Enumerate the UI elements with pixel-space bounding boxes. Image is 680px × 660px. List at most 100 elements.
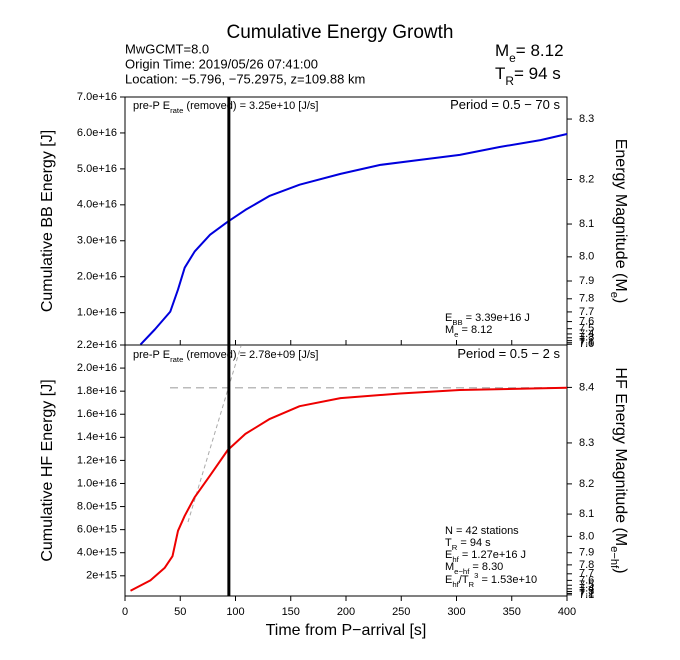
text-part: = 8.12	[516, 41, 564, 60]
y2-tick-label: 7.6	[579, 574, 594, 586]
annotation: TR = 94 s	[445, 537, 491, 552]
text-part: e−hf	[608, 546, 620, 569]
y-tick-label: 8.0e+15	[77, 500, 117, 512]
text-part: = 1.53e+10	[478, 574, 537, 586]
annotation: Me−hf = 8.30	[445, 561, 503, 576]
y2-tick-label: 7.1	[579, 589, 594, 601]
y-tick-label: 1.0e+16	[77, 307, 117, 319]
magnitude-label: Me= 8.12	[495, 41, 564, 65]
y2-tick-label: 7.1	[579, 337, 594, 349]
annotation: Period = 0.5 − 2 s	[457, 346, 560, 361]
info-line: Location: −5.796, −75.2975, z=109.88 km	[125, 71, 365, 86]
x-tick-label: 150	[282, 606, 300, 618]
text-part: Period = 0.5 − 2 s	[457, 346, 560, 361]
y2-tick-label: 7.8	[579, 293, 594, 305]
annotation: Ehf = 1.27e+16 J	[445, 549, 526, 564]
y2-tick-label: 8.3	[579, 113, 594, 125]
text-part: pre-P E	[133, 349, 170, 361]
text-part: Cumulative HF Energy [J]	[39, 379, 56, 561]
text-part: T	[445, 537, 452, 549]
y2-tick-label: 8.1	[579, 218, 594, 230]
text-part: M	[495, 41, 509, 60]
y-tick-label: 1.0e+16	[77, 477, 117, 489]
text-part: R	[469, 580, 475, 589]
y2-axis-label: HF Energy Magnitude (Me−hf)	[608, 367, 629, 573]
text-part: E	[445, 312, 452, 324]
x-tick-label: 400	[558, 606, 576, 618]
y2-tick-label: 8.0	[579, 530, 594, 542]
y2-tick-label: 7.7	[579, 306, 594, 318]
text-part: e	[454, 330, 458, 339]
text-part: )	[612, 568, 629, 573]
text-part: (removed) = 2.78e+09 [J/s]	[183, 349, 318, 361]
text-part: Cumulative BB Energy [J]	[39, 130, 56, 312]
chart-title: Cumulative Energy Growth	[226, 22, 453, 43]
y2-tick-label: 8.3	[579, 437, 594, 449]
text-part: e	[608, 292, 620, 298]
x-tick-label: 350	[503, 606, 521, 618]
text-part: R	[452, 543, 458, 552]
y2-tick-label: 7.4	[579, 328, 594, 340]
y-tick-label: 2.2e+16	[77, 339, 117, 351]
text-part: = 1.27e+16 J	[459, 549, 526, 561]
y-tick-label: 1.2e+16	[77, 454, 117, 466]
y2-tick-label: 8.0	[579, 251, 594, 263]
text-part: M	[445, 324, 454, 336]
y2-tick-label: 7.2	[579, 335, 594, 347]
y-tick-label: 7.0e+16	[77, 91, 117, 103]
y-axis-label: Cumulative BB Energy [J]	[39, 130, 56, 312]
data-line	[139, 133, 568, 346]
annotation: N = 42 stations	[445, 525, 519, 537]
duration-label: TR= 94 s	[495, 64, 561, 88]
x-tick-label: 0	[122, 606, 128, 618]
text-part: e	[509, 51, 516, 65]
y2-tick-label: 7.5	[579, 323, 594, 335]
y-tick-label: 1.6e+16	[77, 408, 117, 420]
y2-tick-label: 7.3	[579, 585, 594, 597]
y2-tick-label: 7.0	[579, 338, 594, 350]
data-line	[130, 386, 568, 592]
text-part: HF Energy Magnitude (M	[612, 367, 629, 546]
text-part: Energy Magnitude (M	[612, 139, 629, 292]
text-part: E	[445, 549, 452, 561]
y2-tick-label: 7.3	[579, 332, 594, 344]
text-part: E	[445, 574, 452, 586]
text-part: pre-P E	[133, 100, 170, 112]
annotation: Period = 0.5 − 70 s	[450, 97, 560, 112]
y2-tick-label: 8.2	[579, 173, 594, 185]
x-tick-label: 250	[392, 606, 410, 618]
y2-tick-label: 8.2	[579, 478, 594, 490]
annotation: pre-P Erate (removed) = 3.25e+10 [J/s]	[133, 100, 318, 115]
y-tick-label: 5.0e+16	[77, 163, 117, 175]
y2-axis-label: Energy Magnitude (Me)	[608, 139, 629, 304]
text-part: N = 42 stations	[445, 525, 519, 537]
text-part: /T	[459, 574, 469, 586]
x-tick-label: 50	[174, 606, 186, 618]
y2-tick-label: 7.2	[579, 587, 594, 599]
text-part: )	[612, 298, 629, 303]
info-line: MwGCMT=8.0	[125, 41, 209, 56]
text-part: = 94 s	[457, 537, 491, 549]
text-part: (removed) = 3.25e+10 [J/s]	[183, 100, 318, 112]
annotation: Ehf/TR3 = 1.53e+10	[445, 571, 537, 589]
text-part: rate	[170, 355, 183, 364]
y2-tick-label: 7.5	[579, 579, 594, 591]
y-tick-label: 2.0e+16	[77, 362, 117, 374]
y2-tick-label: 7.9	[579, 275, 594, 287]
y-tick-label: 6.0e+16	[77, 127, 117, 139]
text-part: BB	[452, 318, 462, 327]
text-part: hf	[452, 555, 459, 564]
text-part: = 94 s	[514, 64, 561, 83]
y2-tick-label: 8.1	[579, 508, 594, 520]
x-tick-label: 300	[447, 606, 465, 618]
info-line: Origin Time: 2019/05/26 07:41:00	[125, 56, 318, 71]
y-tick-label: 3.0e+16	[77, 235, 117, 247]
y-tick-label: 2e+15	[86, 570, 117, 582]
x-tick-label: 100	[226, 606, 244, 618]
y-tick-label: 4.0e+15	[77, 547, 117, 559]
y2-tick-label: 7.4	[579, 583, 594, 595]
y2-tick-label: 7.7	[579, 568, 594, 580]
text-part: Period = 0.5 − 70 s	[450, 97, 560, 112]
y-tick-label: 6.0e+15	[77, 524, 117, 536]
text-part: rate	[170, 106, 183, 115]
